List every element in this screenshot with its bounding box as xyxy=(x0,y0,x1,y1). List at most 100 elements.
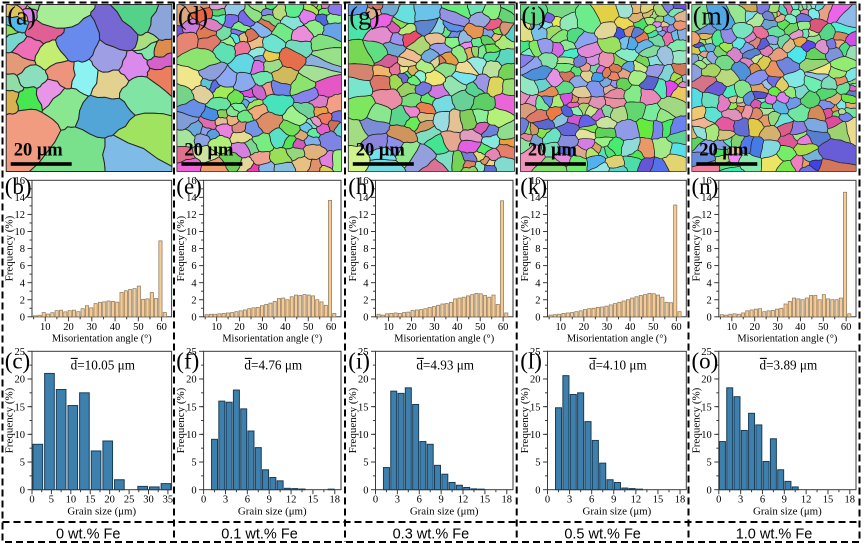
svg-text:Frequency (%): Frequency (%) xyxy=(175,215,187,281)
svg-text:15: 15 xyxy=(530,402,541,413)
svg-text:60: 60 xyxy=(671,322,682,333)
svg-text:10: 10 xyxy=(530,227,541,238)
svg-text:50: 50 xyxy=(818,322,829,333)
svg-text:10: 10 xyxy=(701,430,712,441)
svg-text:20: 20 xyxy=(749,322,760,333)
svg-text:Misorientation angle (°): Misorientation angle (°) xyxy=(52,333,152,344)
svg-text:6: 6 xyxy=(363,261,368,272)
svg-text:6: 6 xyxy=(417,495,422,506)
svg-text:(o): (o) xyxy=(692,348,719,373)
svg-text:12: 12 xyxy=(801,495,812,506)
svg-text:6: 6 xyxy=(535,261,540,272)
svg-text:4: 4 xyxy=(535,278,541,289)
svg-text:12: 12 xyxy=(186,210,197,221)
svg-text:2: 2 xyxy=(20,295,25,306)
svg-text:5: 5 xyxy=(191,458,196,469)
svg-text:0: 0 xyxy=(535,485,540,496)
svg-text:10: 10 xyxy=(530,430,541,441)
svg-text:d=10.05 μm: d=10.05 μm xyxy=(71,358,136,373)
svg-text:40: 40 xyxy=(280,322,291,333)
svg-text:10: 10 xyxy=(358,227,369,238)
svg-text:5: 5 xyxy=(363,458,368,469)
svg-text:8: 8 xyxy=(191,244,196,255)
svg-text:30: 30 xyxy=(429,322,440,333)
svg-text:Grain size (μm): Grain size (μm) xyxy=(238,505,307,517)
svg-text:30: 30 xyxy=(772,322,783,333)
svg-text:4: 4 xyxy=(707,278,713,289)
svg-text:40: 40 xyxy=(110,322,121,333)
svg-text:14: 14 xyxy=(15,193,26,204)
svg-text:60: 60 xyxy=(841,322,852,333)
svg-text:0: 0 xyxy=(29,495,34,506)
svg-text:6: 6 xyxy=(760,495,765,506)
svg-text:25: 25 xyxy=(15,347,26,358)
svg-text:(i): (i) xyxy=(348,348,370,373)
svg-text:15: 15 xyxy=(186,402,197,413)
svg-text:15: 15 xyxy=(15,402,26,413)
svg-text:16: 16 xyxy=(15,176,26,187)
svg-text:Misorientation angle (°): Misorientation angle (°) xyxy=(222,333,322,344)
svg-text:25: 25 xyxy=(124,495,135,506)
svg-text:25: 25 xyxy=(701,347,712,358)
svg-text:18: 18 xyxy=(330,495,341,506)
svg-text:0.1 wt.% Fe: 0.1 wt.% Fe xyxy=(221,527,298,543)
svg-text:0: 0 xyxy=(20,312,25,323)
svg-text:20: 20 xyxy=(234,322,245,333)
svg-text:50: 50 xyxy=(648,322,659,333)
svg-text:2: 2 xyxy=(363,295,368,306)
svg-text:3: 3 xyxy=(567,495,572,506)
svg-text:20: 20 xyxy=(104,495,115,506)
svg-text:0: 0 xyxy=(20,485,25,496)
svg-text:14: 14 xyxy=(701,193,712,204)
svg-text:Grain size (μm): Grain size (μm) xyxy=(410,505,479,517)
svg-text:18: 18 xyxy=(845,495,856,506)
svg-text:Misorientation angle (°): Misorientation angle (°) xyxy=(567,333,667,344)
svg-text:10: 10 xyxy=(186,430,197,441)
svg-text:Frequency (%): Frequency (%) xyxy=(690,387,702,453)
svg-text:9: 9 xyxy=(267,495,272,506)
svg-text:20 μm: 20 μm xyxy=(14,141,64,161)
svg-text:(h): (h) xyxy=(348,174,375,199)
svg-text:(b): (b) xyxy=(5,174,32,199)
svg-text:Frequency (%): Frequency (%) xyxy=(519,215,531,281)
svg-text:15: 15 xyxy=(701,402,712,413)
svg-text:0: 0 xyxy=(201,495,206,506)
svg-text:4: 4 xyxy=(191,278,197,289)
svg-text:20: 20 xyxy=(579,322,590,333)
svg-text:25: 25 xyxy=(358,347,369,358)
svg-text:(a): (a) xyxy=(7,2,36,31)
svg-text:20 μm: 20 μm xyxy=(184,141,234,161)
svg-text:Frequency (%): Frequency (%) xyxy=(175,387,187,453)
svg-text:4: 4 xyxy=(20,278,26,289)
svg-text:40: 40 xyxy=(625,322,636,333)
svg-text:18: 18 xyxy=(675,495,686,506)
svg-text:6: 6 xyxy=(20,261,25,272)
svg-text:(m): (m) xyxy=(693,2,731,31)
svg-text:30: 30 xyxy=(257,322,268,333)
svg-text:14: 14 xyxy=(358,193,369,204)
svg-text:0: 0 xyxy=(363,485,368,496)
svg-text:10: 10 xyxy=(358,430,369,441)
svg-text:Frequency (%): Frequency (%) xyxy=(347,215,359,281)
svg-text:Frequency (%): Frequency (%) xyxy=(4,215,16,281)
svg-text:(g): (g) xyxy=(349,2,379,31)
svg-text:0.3 wt.% Fe: 0.3 wt.% Fe xyxy=(393,527,470,543)
svg-text:10: 10 xyxy=(383,322,394,333)
svg-text:0: 0 xyxy=(535,312,540,323)
svg-text:20: 20 xyxy=(406,322,417,333)
svg-text:(j): (j) xyxy=(521,2,546,31)
svg-text:(n): (n) xyxy=(692,174,719,199)
svg-text:0: 0 xyxy=(191,312,196,323)
svg-text:12: 12 xyxy=(458,495,469,506)
svg-text:15: 15 xyxy=(653,495,664,506)
svg-text:20: 20 xyxy=(701,375,712,386)
svg-text:16: 16 xyxy=(701,176,712,187)
svg-text:Grain size (μm): Grain size (μm) xyxy=(753,505,822,517)
svg-text:14: 14 xyxy=(530,193,541,204)
svg-text:d=4.93 μm: d=4.93 μm xyxy=(416,358,474,373)
svg-text:12: 12 xyxy=(15,210,26,221)
svg-text:20: 20 xyxy=(530,375,541,386)
svg-text:10: 10 xyxy=(40,322,51,333)
svg-text:1.0 wt.% Fe: 1.0 wt.% Fe xyxy=(736,527,813,543)
svg-text:0: 0 xyxy=(707,312,712,323)
